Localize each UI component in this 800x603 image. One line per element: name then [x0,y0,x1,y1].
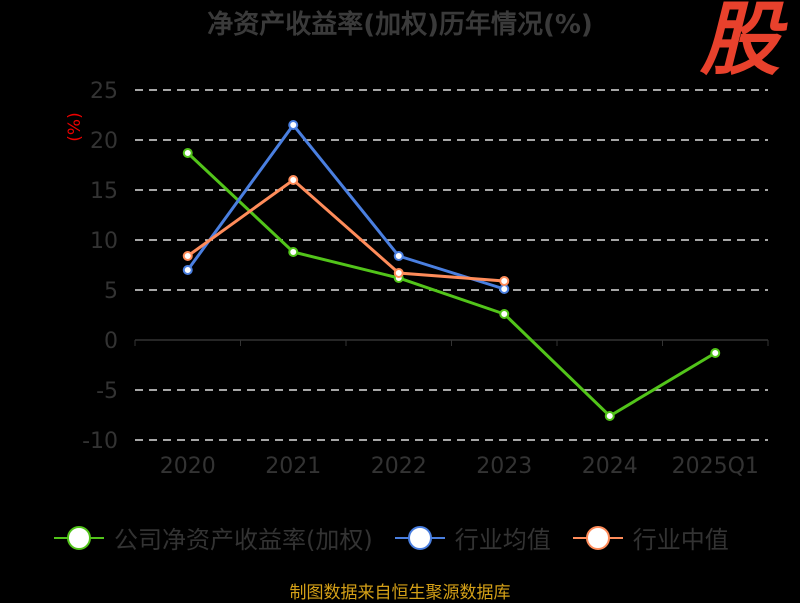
series-line [186,151,717,418]
chart-title: 净资产收益率(加权)历年情况(%) [207,10,593,40]
data-point [393,251,404,261]
data-point [182,251,193,261]
legend-item-company[interactable]: 公司净资产收益率(加权) [54,520,373,555]
legend: 公司净资产收益率(加权) 行业均值 行业中值 [54,520,751,555]
x-tick-label: 2025Q1 [672,454,759,479]
y-tick-label: 25 [90,79,118,104]
legend-item-industry-median[interactable]: 行业中值 [572,520,729,555]
data-point [499,284,510,294]
data-point [393,268,404,278]
legend-label: 行业均值 [454,526,551,554]
data-point [288,175,299,185]
x-tick-label: 2023 [476,454,532,479]
legend-label: 行业中值 [632,526,729,554]
x-tick-label: 2020 [160,454,216,479]
x-tick-label: 2022 [371,454,427,479]
y-tick-label: 15 [90,179,118,204]
y-tick-label: 20 [90,129,118,154]
y-tick-label: 0 [104,329,118,354]
logo: 股 [700,0,780,86]
data-point [604,411,615,421]
data-point [499,309,510,319]
legend-label: 公司净资产收益率(加权) [114,526,373,554]
legend-marker-icon [572,525,623,550]
x-tick-label: 2021 [265,454,321,479]
series-line [186,122,505,291]
source-note: 制图数据来自恒生聚源数据库 [289,583,511,603]
data-point [182,265,193,275]
y-tick-label: -10 [82,429,118,454]
y-axis-label: (%) [65,112,85,141]
y-tick-label: 5 [104,279,118,304]
series-line [186,178,505,283]
data-point [288,247,299,257]
data-point [182,148,193,158]
y-tick-label: -5 [96,379,118,404]
legend-marker-icon [54,525,104,550]
legend-item-industry-avg[interactable]: 行业均值 [394,520,551,555]
data-point [499,276,510,286]
data-point [288,120,299,130]
legend-marker-icon [394,525,445,550]
x-tick-label: 2024 [582,454,638,479]
data-point [710,348,721,358]
y-tick-label: 10 [90,229,118,254]
